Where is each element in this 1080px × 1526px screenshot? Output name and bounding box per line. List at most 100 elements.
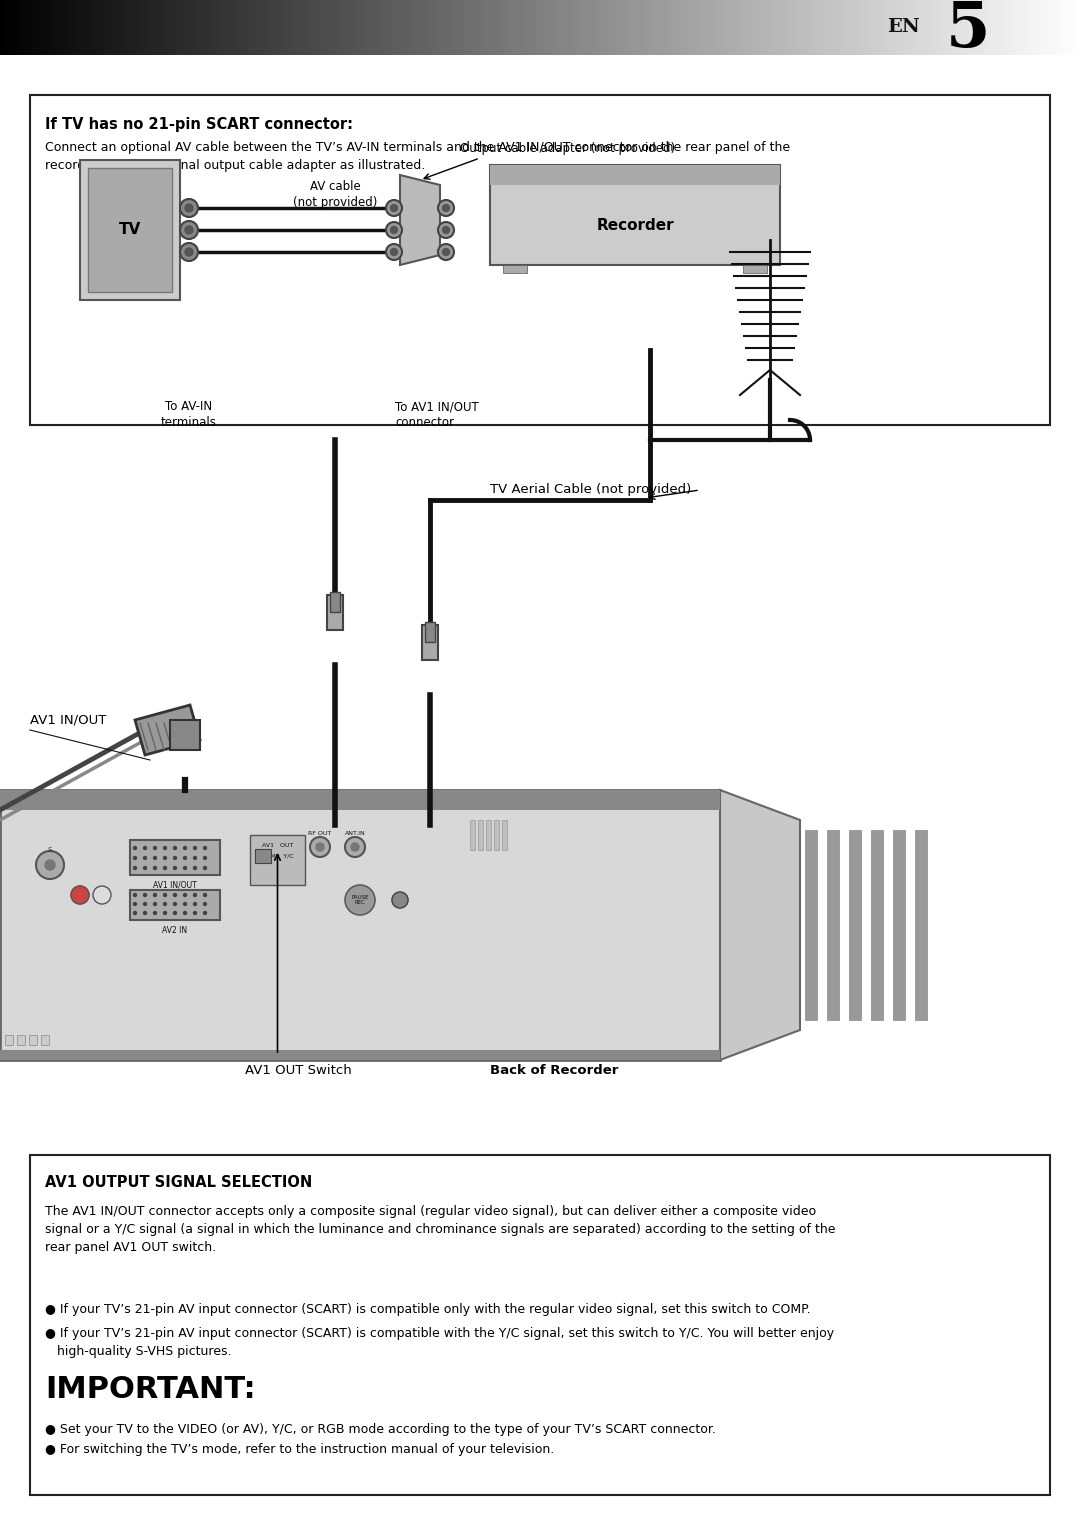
Circle shape — [316, 842, 324, 852]
Bar — [426, 623, 435, 642]
Bar — [353, 0, 356, 55]
Bar — [1072, 0, 1077, 55]
Text: EN: EN — [888, 18, 920, 37]
Polygon shape — [400, 175, 440, 266]
Bar — [450, 0, 454, 55]
Bar — [327, 0, 332, 55]
Circle shape — [184, 902, 187, 905]
Bar — [867, 0, 872, 55]
Circle shape — [180, 243, 198, 261]
Bar — [734, 0, 738, 55]
Bar — [475, 0, 478, 55]
Bar — [151, 0, 154, 55]
Text: AV2 IN: AV2 IN — [162, 926, 188, 935]
Bar — [807, 0, 810, 55]
Circle shape — [144, 856, 147, 859]
Bar — [310, 0, 313, 55]
Bar — [651, 0, 656, 55]
Circle shape — [71, 887, 89, 903]
Bar — [818, 0, 821, 55]
Bar — [464, 0, 468, 55]
Circle shape — [134, 867, 136, 870]
Bar — [170, 720, 200, 749]
Bar — [0, 790, 720, 810]
Bar — [137, 0, 140, 55]
Bar — [626, 0, 630, 55]
Bar — [432, 0, 435, 55]
Circle shape — [203, 847, 206, 850]
Bar — [778, 0, 781, 55]
Bar — [313, 0, 316, 55]
Bar — [494, 819, 499, 850]
Bar — [893, 830, 905, 1019]
Text: AV cable
(not provided): AV cable (not provided) — [293, 180, 377, 209]
Bar — [540, 0, 543, 55]
Bar — [702, 0, 705, 55]
Bar — [213, 0, 216, 55]
Circle shape — [185, 226, 193, 233]
Text: AV1 IN/OUT: AV1 IN/OUT — [153, 881, 197, 890]
Bar — [522, 0, 526, 55]
Bar — [130, 890, 220, 920]
Circle shape — [144, 894, 147, 896]
Bar — [691, 0, 694, 55]
Circle shape — [180, 198, 198, 217]
Bar — [1026, 0, 1029, 55]
Bar — [688, 0, 691, 55]
Bar — [302, 0, 306, 55]
Bar — [468, 0, 472, 55]
Bar — [805, 830, 816, 1019]
Bar — [30, 1155, 1050, 1495]
Bar — [22, 0, 25, 55]
Bar — [392, 0, 396, 55]
Bar — [278, 0, 281, 55]
Bar — [619, 0, 623, 55]
Circle shape — [193, 902, 197, 905]
Bar — [424, 0, 429, 55]
Bar — [543, 0, 548, 55]
Circle shape — [174, 894, 176, 896]
Bar — [295, 0, 299, 55]
Text: IMPORTANT:: IMPORTANT: — [45, 1375, 256, 1404]
Bar — [292, 0, 295, 55]
Circle shape — [174, 847, 176, 850]
Circle shape — [180, 221, 198, 240]
Circle shape — [93, 887, 111, 903]
Bar — [1015, 0, 1018, 55]
Circle shape — [144, 902, 147, 905]
Text: high-quality S-VHS pictures.: high-quality S-VHS pictures. — [45, 1344, 231, 1358]
Bar — [219, 0, 224, 55]
Bar — [0, 790, 720, 1061]
Bar — [705, 0, 710, 55]
Bar — [850, 0, 853, 55]
Bar — [478, 819, 483, 850]
Bar — [580, 0, 583, 55]
Circle shape — [153, 894, 157, 896]
Polygon shape — [720, 790, 800, 1061]
Bar — [1023, 0, 1026, 55]
Bar — [389, 0, 392, 55]
Bar — [842, 0, 846, 55]
Circle shape — [134, 911, 136, 914]
Bar — [710, 0, 713, 55]
Bar — [1004, 0, 1008, 55]
Bar — [29, 0, 32, 55]
Bar — [605, 0, 608, 55]
Bar — [332, 0, 335, 55]
Bar — [364, 0, 367, 55]
Bar — [813, 0, 818, 55]
Bar — [208, 0, 213, 55]
Bar — [645, 0, 648, 55]
Bar — [827, 830, 839, 1019]
Bar — [936, 0, 940, 55]
Bar — [418, 0, 421, 55]
Bar — [205, 0, 208, 55]
Circle shape — [134, 902, 136, 905]
Bar — [565, 0, 569, 55]
Bar — [1058, 0, 1062, 55]
Bar — [400, 0, 403, 55]
Circle shape — [193, 867, 197, 870]
Bar — [781, 0, 785, 55]
Bar — [486, 0, 489, 55]
Bar — [327, 595, 343, 630]
